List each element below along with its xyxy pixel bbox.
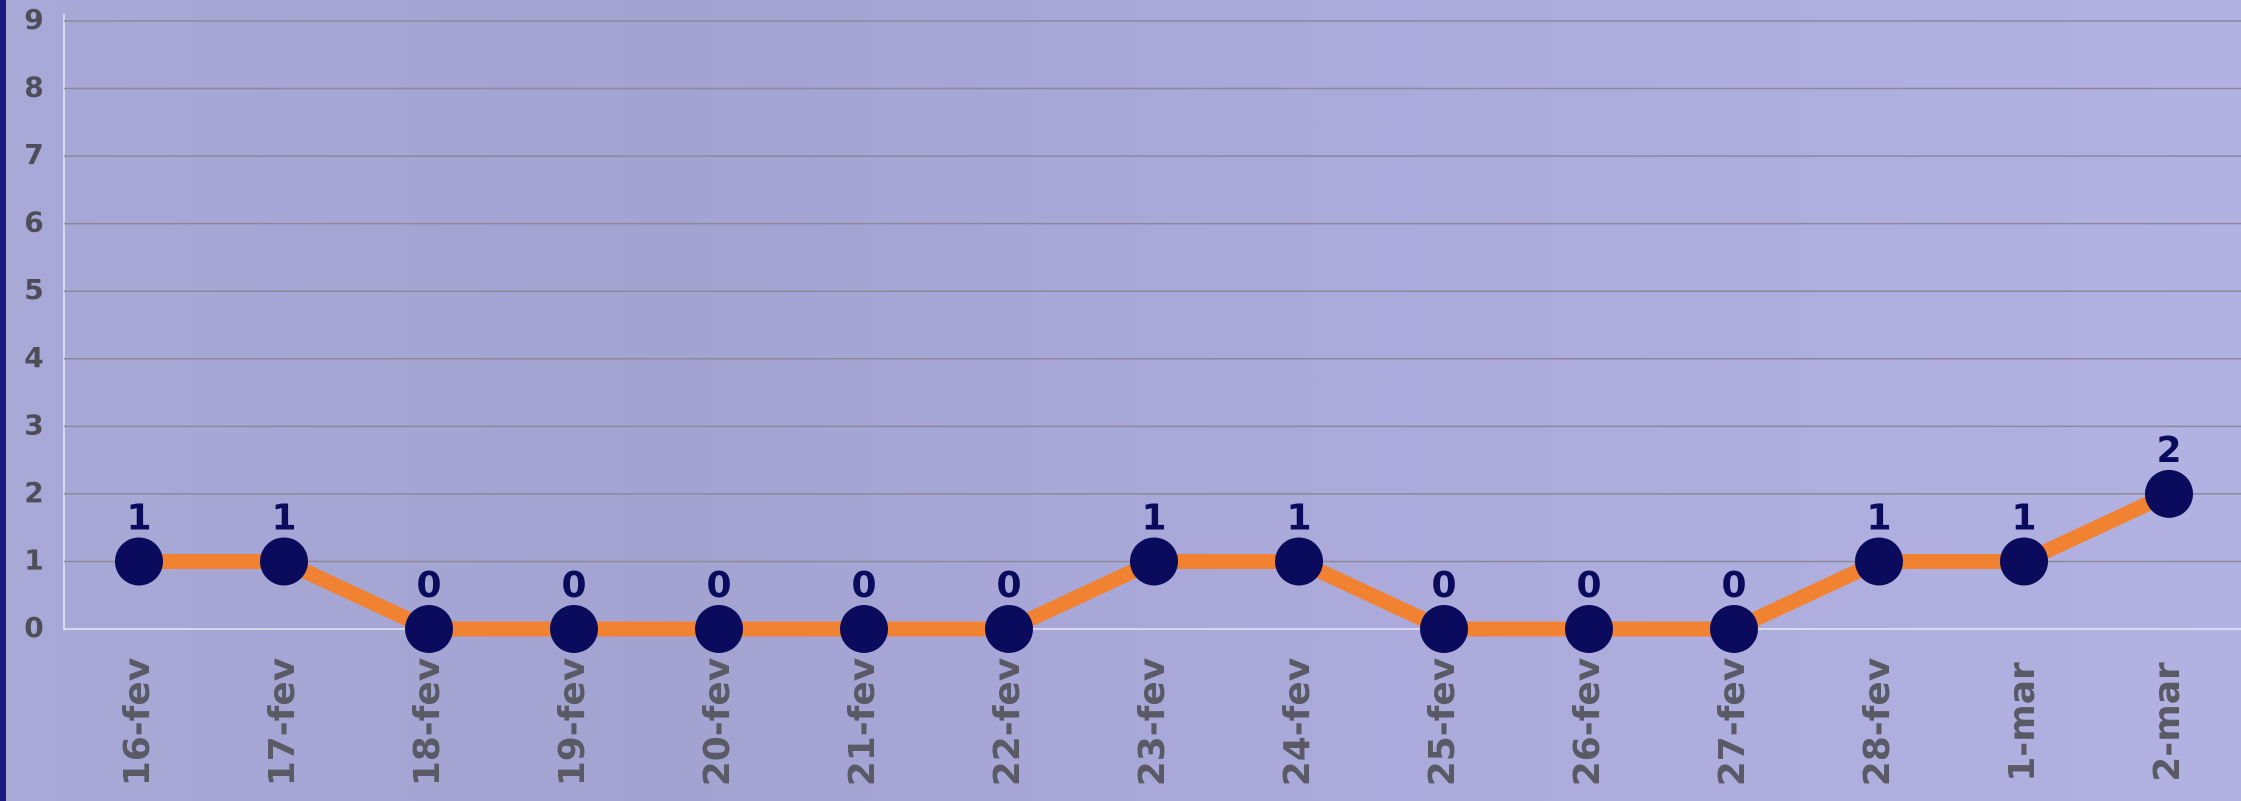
data-label: 0 <box>996 565 1021 606</box>
marker <box>985 605 1033 653</box>
marker <box>115 537 163 585</box>
marker <box>2000 537 2048 585</box>
y-tick-label: 6 <box>24 206 43 239</box>
y-tick-label: 3 <box>24 408 43 441</box>
data-label: 0 <box>1431 565 1456 606</box>
data-label: 0 <box>851 565 876 606</box>
x-tick-label: 28-fev <box>1857 658 1898 787</box>
x-tick-label: 23-fev <box>1132 658 1173 787</box>
marker <box>1130 537 1178 585</box>
y-tick-label: 2 <box>24 476 43 509</box>
chart: 0 1 2 3 4 5 6 7 8 9 16-fev 17-fev 18-fev 19-fev 20-fev… <box>0 0 2241 801</box>
marker <box>550 605 598 653</box>
x-tick-label: 18-fev <box>407 658 448 787</box>
data-label: 0 <box>1576 565 1601 606</box>
y-tick-label: 4 <box>24 341 43 374</box>
x-tick-label: 26-fev <box>1567 658 1608 787</box>
data-label: 0 <box>1721 565 1746 606</box>
data-label: 1 <box>126 497 151 538</box>
y-tick-label: 9 <box>24 3 43 36</box>
marker <box>2145 470 2193 518</box>
data-label: 1 <box>1286 497 1311 538</box>
marker <box>1855 537 1903 585</box>
y-tick-label: 0 <box>24 611 43 644</box>
x-tick-label: 1-mar <box>2002 662 2043 782</box>
y-tick-label: 1 <box>24 543 43 576</box>
x-tick-label: 2-mar <box>2147 662 2188 782</box>
x-tick-label: 17-fev <box>262 658 303 787</box>
marker <box>1275 537 1323 585</box>
x-tick-label: 19-fev <box>552 658 593 787</box>
x-tick-label: 27-fev <box>1712 658 1753 787</box>
background <box>0 0 2241 801</box>
x-tick-label: 21-fev <box>842 658 883 787</box>
y-tick-label: 5 <box>24 273 43 306</box>
marker <box>840 605 888 653</box>
data-label: 1 <box>1866 497 1891 538</box>
data-label: 0 <box>706 565 731 606</box>
x-tick-label: 20-fev <box>697 658 738 787</box>
data-label: 1 <box>1141 497 1166 538</box>
left-stripe <box>0 0 6 801</box>
y-tick-label: 7 <box>24 138 43 171</box>
data-label: 1 <box>271 497 296 538</box>
marker <box>695 605 743 653</box>
x-tick-label: 16-fev <box>117 658 158 787</box>
marker <box>1565 605 1613 653</box>
marker <box>1420 605 1468 653</box>
y-tick-label: 8 <box>24 71 43 104</box>
marker <box>405 605 453 653</box>
data-label: 1 <box>2011 497 2036 538</box>
data-label: 0 <box>416 565 441 606</box>
x-tick-label: 22-fev <box>987 658 1028 787</box>
marker <box>1710 605 1758 653</box>
data-label: 2 <box>2156 430 2181 471</box>
data-label: 0 <box>561 565 586 606</box>
x-tick-label: 24-fev <box>1277 658 1318 787</box>
marker <box>260 537 308 585</box>
x-tick-label: 25-fev <box>1422 658 1463 787</box>
